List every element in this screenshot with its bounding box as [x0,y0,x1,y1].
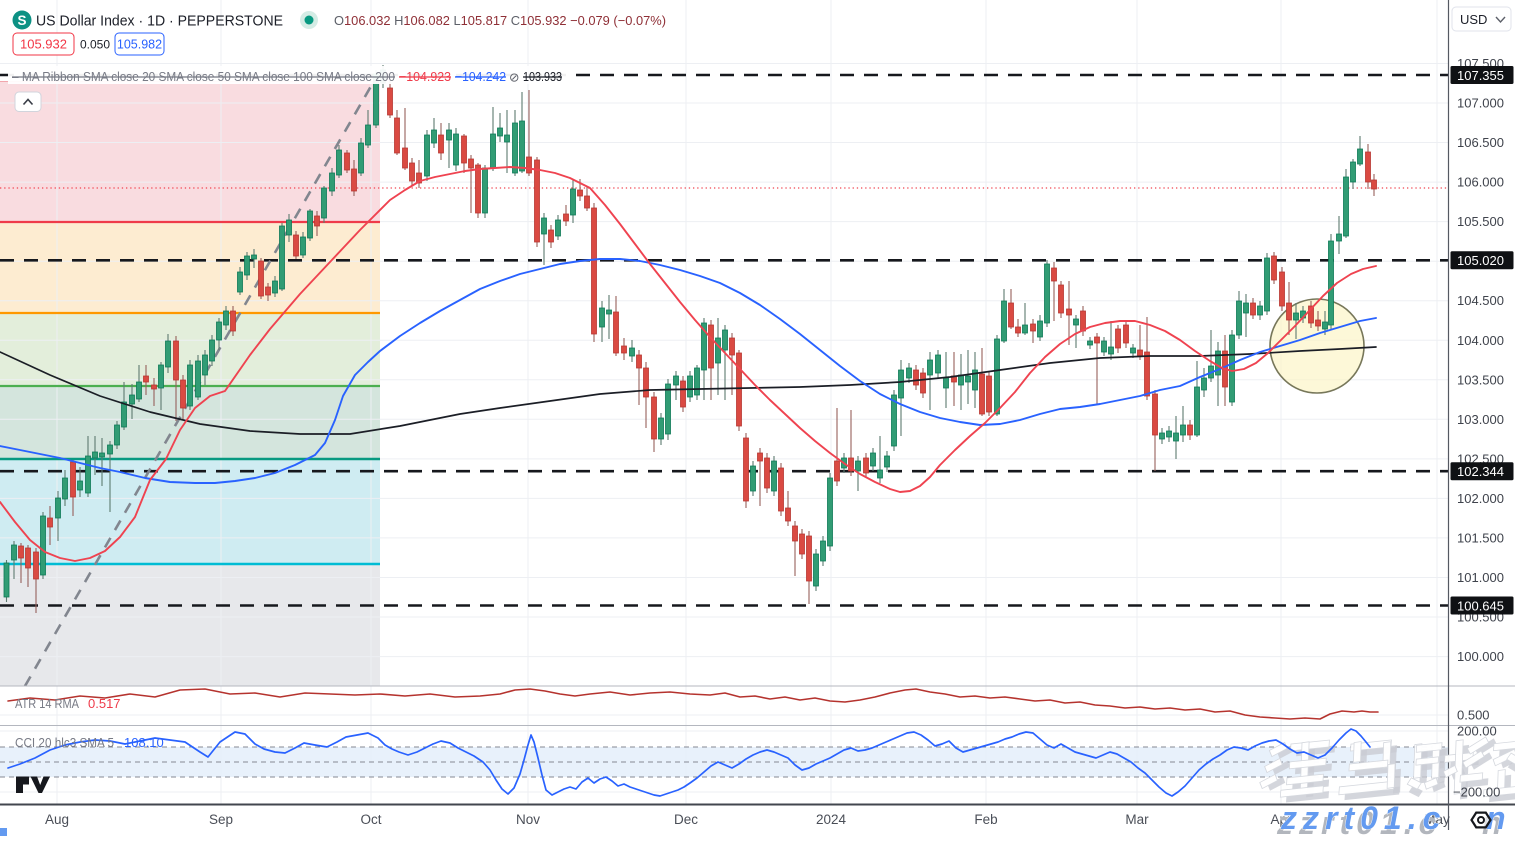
svg-text:⊘: ⊘ [509,71,519,85]
svg-text:Oct: Oct [360,812,381,827]
svg-text:zzrt01.c: zzrt01.c [1280,800,1446,836]
svg-text:−104.923: −104.923 [399,69,451,84]
svg-text:104.500: 104.500 [1457,293,1504,308]
svg-text:100.000: 100.000 [1457,649,1504,664]
svg-text:May: May [1424,812,1450,827]
svg-text:Mar: Mar [1125,812,1149,827]
svg-text:– MA Ribbon SMA close 20 SMA c: – MA Ribbon SMA close 20 SMA close 50 SM… [12,69,395,84]
svg-text:101.500: 101.500 [1457,531,1504,546]
svg-text:106.000: 106.000 [1457,175,1504,190]
svg-text:105.500: 105.500 [1457,214,1504,229]
svg-text:CCI 20 hlc3 SMA 5: CCI 20 hlc3 SMA 5 [15,735,114,750]
svg-text:103.933: 103.933 [523,69,562,84]
svg-text:0.517: 0.517 [88,696,121,711]
svg-text:O106.032 H106.082 L105.817 C10: O106.032 H106.082 L105.817 C105.932 −0.0… [334,13,666,28]
svg-text:Feb: Feb [974,812,997,827]
svg-text:zzrt01.c: zzrt01.c [1276,805,1442,836]
svg-text:102.000: 102.000 [1457,491,1504,506]
svg-text:Apr: Apr [1270,812,1292,827]
svg-text:0.050: 0.050 [80,38,110,52]
svg-text:108.10: 108.10 [124,735,164,750]
svg-text:105.932: 105.932 [20,37,67,52]
svg-text:107.355: 107.355 [1457,68,1504,83]
svg-text:Sep: Sep [209,812,233,827]
svg-text:103.000: 103.000 [1457,412,1504,427]
svg-text:105.020: 105.020 [1457,253,1504,268]
svg-text:−200.00: −200.00 [1453,785,1500,800]
svg-text:Aug: Aug [45,812,69,827]
svg-text:200.00: 200.00 [1457,724,1497,739]
svg-text:103.500: 103.500 [1457,372,1504,387]
svg-text:0.500: 0.500 [1457,708,1490,723]
svg-text:107.000: 107.000 [1457,96,1504,111]
svg-text:Nov: Nov [516,812,540,827]
svg-text:102.344: 102.344 [1457,464,1504,479]
svg-text:USD: USD [1460,12,1487,27]
svg-text:106.500: 106.500 [1457,135,1504,150]
svg-text:n: n [1486,800,1512,836]
svg-text:S: S [17,13,26,28]
svg-text:105.982: 105.982 [117,38,162,52]
svg-text:104.000: 104.000 [1457,333,1504,348]
svg-text:ATR 14 RMA: ATR 14 RMA [15,696,79,711]
svg-text:US Dollar Index · 1D · PEPPERS: US Dollar Index · 1D · PEPPERSTONE [36,13,283,30]
svg-text:−104.242: −104.242 [455,69,506,84]
svg-text:101.000: 101.000 [1457,570,1504,585]
svg-text:100.645: 100.645 [1457,598,1504,613]
svg-text:Dec: Dec [674,812,698,827]
svg-text:2024: 2024 [816,812,847,827]
